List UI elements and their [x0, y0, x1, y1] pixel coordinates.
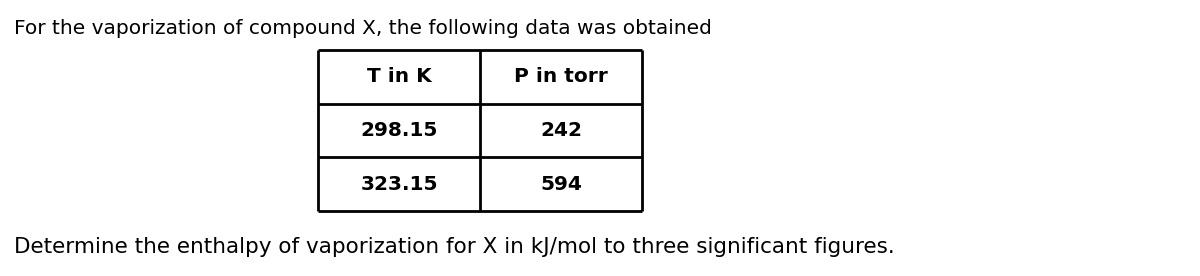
- Text: T in K: T in K: [367, 67, 431, 86]
- Text: P in torr: P in torr: [514, 67, 608, 86]
- Text: 298.15: 298.15: [360, 121, 438, 140]
- Text: 594: 594: [540, 175, 582, 194]
- Text: For the vaporization of compound X, the following data was obtained: For the vaporization of compound X, the …: [14, 19, 713, 38]
- Text: 242: 242: [540, 121, 582, 140]
- Text: 323.15: 323.15: [360, 175, 438, 194]
- Text: Determine the enthalpy of vaporization for X in kJ/mol to three significant figu: Determine the enthalpy of vaporization f…: [14, 237, 895, 257]
